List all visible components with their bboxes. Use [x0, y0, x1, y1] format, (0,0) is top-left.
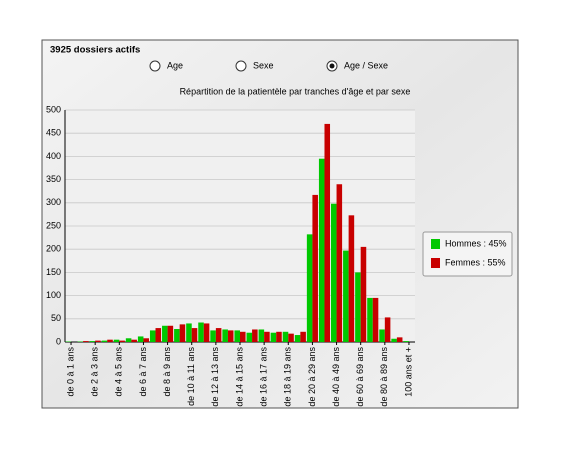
- x-tick-label: de 18 à 19 ans: [283, 347, 293, 407]
- bar: [379, 329, 385, 342]
- y-tick-label: 450: [46, 128, 61, 138]
- x-tick-label: de 4 à 5 ans: [114, 347, 124, 397]
- bar: [222, 329, 228, 342]
- legend-label: Hommes : 45%: [445, 238, 507, 248]
- chart-title: Répartition de la patientèle par tranche…: [180, 86, 411, 96]
- bar: [319, 159, 325, 342]
- bar: [361, 247, 367, 342]
- bar: [259, 329, 265, 342]
- x-tick-label: de 40 à 49 ans: [331, 347, 341, 407]
- bar: [210, 330, 216, 342]
- bar: [186, 323, 192, 342]
- bar: [114, 340, 120, 342]
- bar: [180, 324, 186, 342]
- y-tick-label: 400: [46, 151, 61, 161]
- y-tick-label: 0: [56, 336, 61, 346]
- bar: [385, 317, 391, 342]
- y-tick-label: 200: [46, 244, 61, 254]
- x-tick-label: de 2 à 3 ans: [90, 347, 100, 397]
- bar: [192, 328, 198, 342]
- bar: [162, 326, 168, 342]
- y-tick-label: 100: [46, 290, 61, 300]
- x-tick-label: de 12 à 13 ans: [210, 347, 220, 407]
- bar: [367, 298, 373, 342]
- bar: [138, 336, 144, 342]
- y-tick-label: 250: [46, 220, 61, 230]
- bar: [276, 332, 282, 342]
- radio-label[interactable]: Sexe: [253, 60, 274, 70]
- bar: [397, 337, 403, 342]
- bar: [126, 338, 132, 342]
- bar: [240, 332, 246, 342]
- radio-label[interactable]: Age / Sexe: [344, 60, 388, 70]
- x-tick-label: de 10 à 11 ans: [186, 347, 196, 406]
- bar: [403, 341, 409, 342]
- bar: [131, 340, 137, 342]
- bar: [355, 272, 361, 342]
- x-tick-label: de 14 à 15 ans: [234, 347, 244, 407]
- y-tick-label: 350: [46, 174, 61, 184]
- radio-button[interactable]: [150, 61, 160, 71]
- bar: [83, 341, 89, 342]
- bar: [349, 215, 355, 342]
- legend-swatch: [431, 258, 440, 268]
- y-tick-label: 500: [46, 104, 61, 114]
- bar: [331, 204, 337, 342]
- bar: [228, 330, 234, 342]
- bar: [204, 323, 210, 342]
- y-tick-label: 50: [51, 313, 61, 323]
- bar: [156, 328, 162, 342]
- legend-swatch: [431, 239, 440, 249]
- bar: [216, 328, 222, 342]
- bar: [288, 334, 294, 342]
- bar: [90, 341, 96, 342]
- bar: [247, 333, 253, 342]
- bar: [373, 298, 379, 342]
- bar: [264, 332, 270, 342]
- bar: [283, 332, 289, 342]
- x-tick-label: de 60 à 69 ans: [355, 347, 365, 407]
- legend-label: Femmes : 55%: [445, 257, 506, 267]
- y-tick-label: 300: [46, 197, 61, 207]
- bar: [150, 330, 156, 342]
- bar: [252, 329, 258, 342]
- bar: [143, 338, 149, 342]
- radio-button[interactable]: [236, 61, 246, 71]
- bar: [271, 333, 277, 342]
- radio-label[interactable]: Age: [167, 60, 183, 70]
- x-tick-label: 100 ans et +: [403, 347, 413, 397]
- y-tick-label: 150: [46, 267, 61, 277]
- bar: [119, 341, 125, 342]
- bar: [391, 339, 397, 342]
- bar: [234, 330, 240, 342]
- bar: [312, 195, 318, 342]
- x-tick-label: de 80 à 89 ans: [379, 347, 389, 407]
- window-title: 3925 dossiers actifs: [50, 45, 140, 56]
- bar: [300, 332, 306, 342]
- bar: [307, 234, 313, 342]
- x-tick-label: de 0 à 1 ans: [65, 347, 75, 397]
- bar: [174, 329, 180, 342]
- bar: [337, 184, 343, 342]
- bar: [343, 251, 349, 342]
- x-tick-label: de 16 à 17 ans: [259, 347, 269, 407]
- radio-dot: [330, 64, 335, 69]
- x-tick-label: de 6 à 7 ans: [138, 347, 148, 397]
- bar: [295, 335, 301, 342]
- bar: [168, 326, 174, 342]
- bar: [95, 341, 101, 342]
- bar: [102, 341, 108, 342]
- bar: [198, 323, 204, 342]
- bar: [107, 340, 113, 342]
- x-tick-label: de 8 à 9 ans: [162, 347, 172, 397]
- bar: [324, 124, 330, 342]
- x-tick-label: de 20 à 29 ans: [307, 347, 317, 407]
